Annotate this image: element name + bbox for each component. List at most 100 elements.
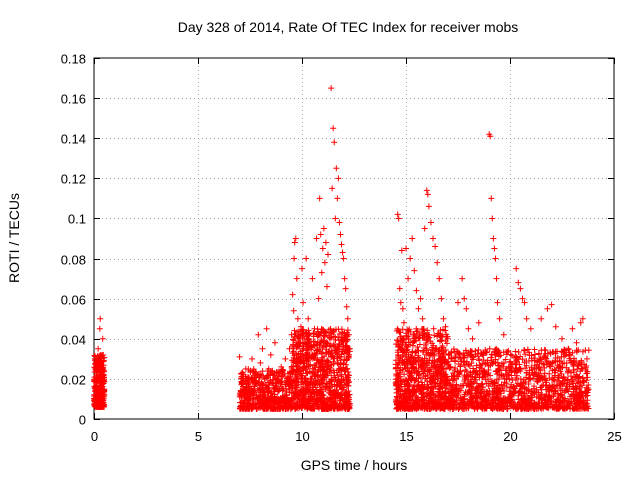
data-point [307,405,314,412]
data-point [99,379,106,386]
data-point [299,365,306,372]
data-point [96,395,103,402]
data-point [429,388,436,395]
data-point [403,245,409,252]
data-point [447,382,454,389]
data-point [491,397,498,404]
data-point [475,346,482,353]
scatter-points [91,85,592,412]
data-point [431,392,438,399]
data-point [455,394,462,401]
data-point [264,405,271,412]
data-point [332,391,339,398]
data-point [432,243,439,250]
data-point [557,364,564,371]
data-point [304,370,311,377]
data-point [536,399,543,406]
data-point [419,394,426,401]
data-point [314,356,321,363]
x-tick-label: 15 [399,429,413,444]
data-point [493,275,500,282]
data-point [493,384,500,391]
data-point [341,381,348,388]
data-point [522,351,529,358]
data-point [494,299,501,306]
data-point [239,380,246,387]
data-point [430,373,437,380]
data-point [431,348,438,355]
data-point [439,359,446,366]
data-point [277,404,284,411]
data-point [573,396,580,403]
data-point [424,327,431,334]
data-point [430,235,437,242]
data-point [315,357,322,364]
data-point [451,348,458,355]
data-point [485,362,492,369]
data-point [279,367,286,374]
data-point [487,133,494,140]
data-point [342,389,349,396]
data-point [489,215,496,222]
data-point [395,342,402,349]
data-point [401,390,408,397]
data-point [248,376,255,383]
data-point [525,357,532,364]
data-point [524,405,531,412]
data-point [574,373,581,380]
data-point [98,391,105,398]
data-point [500,349,507,356]
data-point [333,401,340,408]
data-point [430,384,437,391]
data-point [404,333,411,340]
data-point [577,319,584,326]
data-point [332,334,339,341]
data-point [450,405,457,412]
data-point [346,405,353,412]
data-point [527,325,534,332]
data-point [543,379,550,386]
data-point [296,398,303,405]
data-point [402,341,409,348]
data-point [298,370,305,377]
data-point [476,368,483,375]
x-tick-label: 0 [91,429,98,444]
data-point [278,363,285,370]
data-point [418,379,425,386]
data-point [578,365,585,372]
data-point [576,400,583,407]
data-point [491,380,498,387]
data-point [333,381,340,388]
data-point [257,359,264,366]
data-point [432,380,439,387]
data-point [494,376,501,383]
data-point [305,362,312,369]
data-point [340,330,347,337]
data-point [405,382,412,389]
data-point [286,345,293,352]
data-point [506,396,513,403]
data-point [464,398,471,405]
data-point [291,327,298,334]
data-point [468,348,475,355]
data-point [518,396,525,403]
data-point [528,388,535,395]
data-point [415,347,422,354]
data-point [401,399,408,406]
data-point [584,389,591,396]
data-point [320,332,327,339]
data-point [332,397,339,404]
data-point [541,376,548,383]
data-point [336,367,343,374]
data-point [299,347,306,354]
data-point [265,397,272,404]
data-point [542,350,549,357]
data-point [512,365,519,372]
data-point [564,368,571,375]
data-point [395,351,402,358]
data-point [423,187,430,194]
data-point [328,347,335,354]
data-point [541,372,548,379]
data-point [94,399,101,406]
data-point [507,384,514,391]
